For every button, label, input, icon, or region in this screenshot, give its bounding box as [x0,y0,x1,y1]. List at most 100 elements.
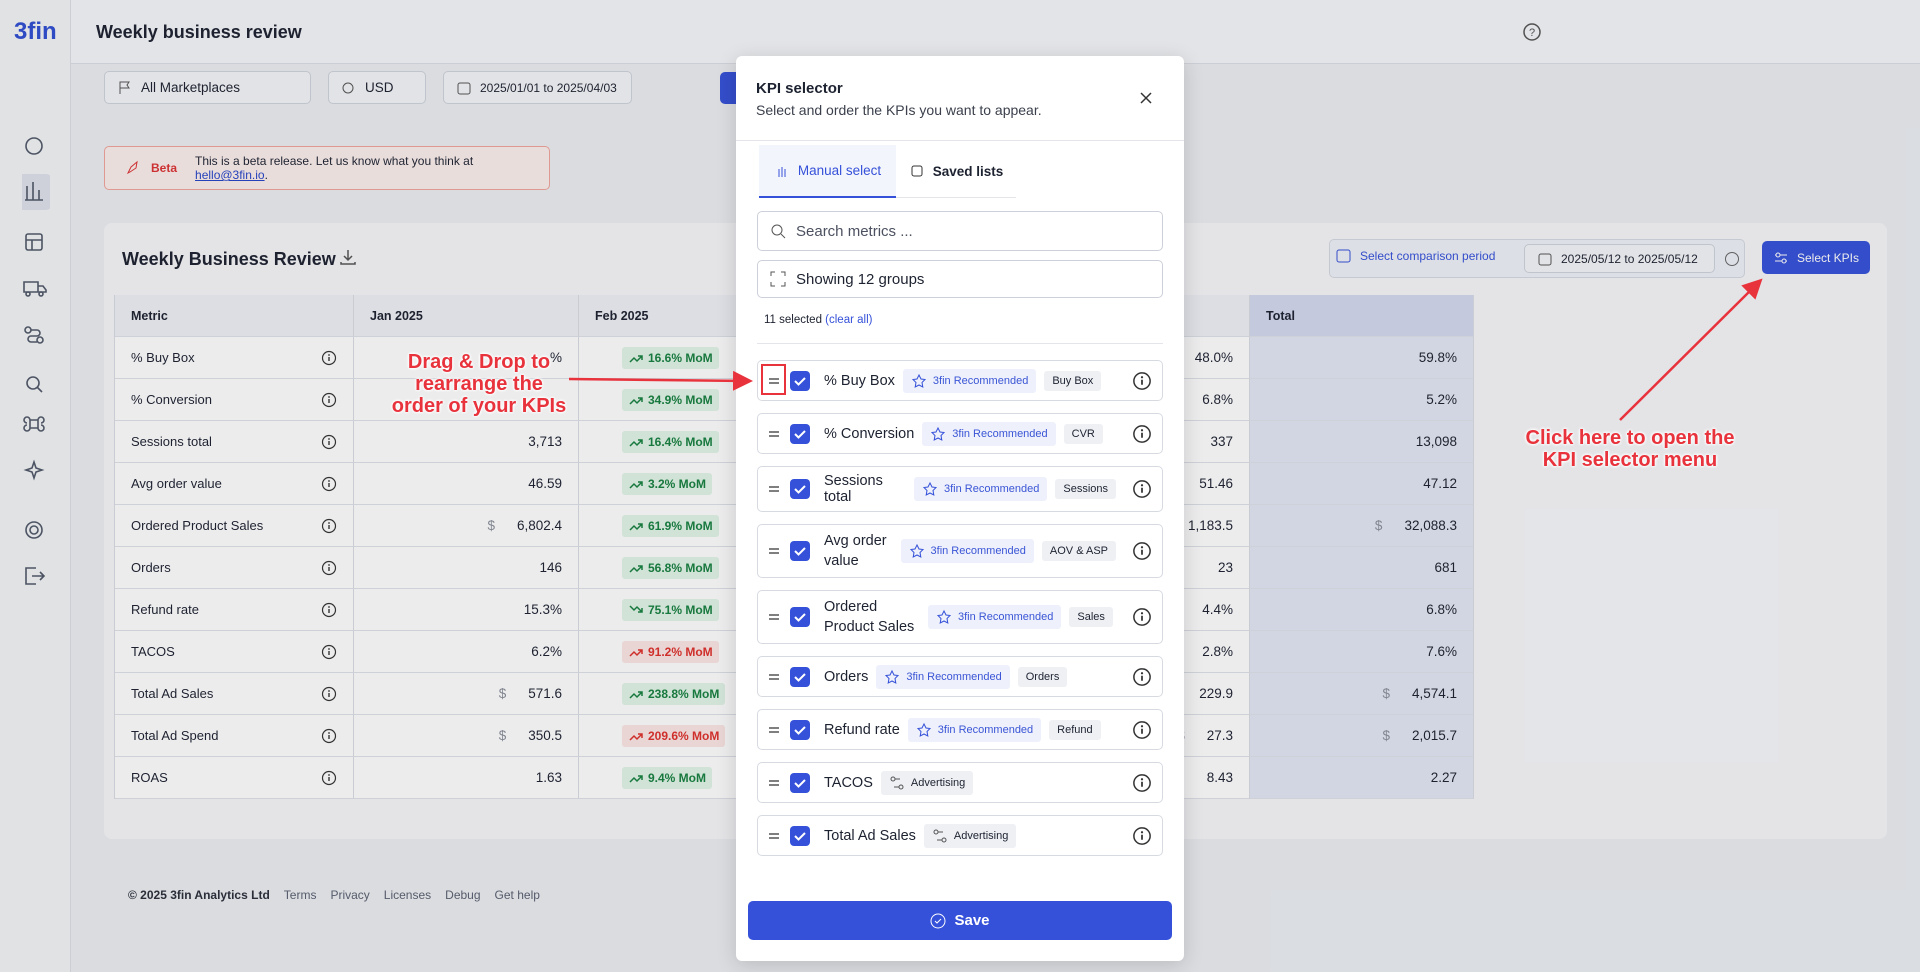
kpi-name: % Conversion [824,425,915,442]
value: 2.8% [1202,644,1233,659]
checkbox[interactable] [790,423,810,444]
kpi-item[interactable]: TACOS Advertising [757,762,1163,803]
info-icon [321,728,337,743]
date-range: 2025/01/01 to 2025/04/03 [480,80,617,95]
clear-all[interactable]: (clear all) [825,314,873,326]
date-select[interactable]: 2025/01/01 to 2025/04/03 [443,71,632,104]
select-kpis-button[interactable]: Select KPIs [1762,241,1870,274]
group-tag: Refund [1049,719,1101,740]
footer-link[interactable]: Licenses [383,888,432,902]
metric-cell: Total Ad Sales [115,673,354,715]
currency-select[interactable]: USD [328,71,426,104]
info-icon[interactable] [1724,251,1740,267]
annotation-line: Click here to open the [1525,427,1735,449]
group-label: Advertising [953,829,1009,842]
checkbox[interactable] [790,607,810,627]
download-icon[interactable] [338,247,358,267]
value: 3,713 [528,434,562,449]
value-cell [354,379,579,421]
trend-icon [629,648,643,657]
group-select[interactable]: Showing 12 groups [757,260,1163,298]
value-cell: $32,088.3 [1250,505,1474,547]
value-cell: 681 [1250,547,1474,589]
value-cell: $4,574.1 [1250,673,1474,715]
value: 6.8% [1202,392,1233,407]
mom-value: 16.6% MoM [648,350,713,365]
info-icon [321,518,337,533]
checkbox[interactable] [790,370,810,391]
recommended-label: 3fin Recommended [952,427,1048,440]
value-cell: 7.6% [1250,631,1474,673]
page-title: Weekly business review [96,22,302,42]
group-label: CVR [1071,427,1095,440]
metric-name: Total Ad Spend [131,728,219,743]
column-header: Metric [115,295,354,337]
highlight-box [761,364,786,395]
close-button[interactable] [1139,91,1153,105]
group-tag: Sales [1069,607,1113,627]
footer-link[interactable]: Get help [494,888,540,902]
checkbox[interactable] [790,541,810,561]
marketplace-select[interactable]: All Marketplaces [104,71,311,104]
logo[interactable]: 3fin [14,18,57,45]
kpi-item[interactable]: Total Ad Sales Advertising [757,815,1163,856]
group-tag: Advertising [880,770,974,795]
checkbox[interactable] [790,772,810,793]
checkbox[interactable] [790,666,810,687]
metric-cell: % Conversion [115,379,354,421]
kpi-item[interactable]: Sessions total 3fin Recommended Sessions [757,466,1163,512]
tab-saved[interactable]: Saved lists [896,145,1016,198]
value: 2.27 [1430,770,1457,785]
checkbox[interactable] [790,719,810,740]
save-button[interactable]: Save [748,901,1172,940]
currency: USD [365,80,394,95]
info-icon [321,560,337,575]
trend-icon [629,438,643,447]
metric-name: % Buy Box [131,350,195,365]
comparison-button[interactable]: Select comparison period [1336,248,1495,264]
kpi-item[interactable]: % Conversion 3fin Recommended CVR [757,413,1163,454]
group-tag: Buy Box [1044,370,1102,391]
coin-icon [342,82,354,93]
footer-link[interactable]: Terms [283,888,317,902]
currency: $ [498,728,507,743]
info-icon [1133,371,1151,390]
kpi-item[interactable]: Refund rate 3fin Recommended Refund [757,709,1163,750]
search-input[interactable]: Search metrics ... [757,211,1163,251]
value: 5.2% [1426,392,1457,407]
mom-value: 209.6% MoM [648,728,720,743]
kpi-item[interactable]: Orders 3fin Recommended Orders [757,656,1163,697]
kpi-item[interactable]: % Buy Box 3fin Recommended Buy Box [757,360,1163,401]
kpi-item[interactable]: Avg order value 3fin Recommended AOV & ASP [757,524,1163,578]
value: 6,802.4 [516,518,562,533]
help-icon[interactable]: ? [1522,22,1542,42]
nav-icons[interactable] [22,130,50,590]
beta-message: This is a beta release. Let us know what… [195,154,474,168]
tab-manual[interactable]: Manual select [759,145,896,198]
recommended-tag: 3fin Recommended [907,717,1042,742]
info-icon [1133,667,1151,686]
mom-value: 34.9% MoM [648,392,713,407]
checkbox[interactable] [790,479,810,499]
info-icon [321,476,337,491]
comparison-range: 2025/05/12 to 2025/05/12 [1561,251,1698,266]
group-label: Refund [1057,723,1093,736]
footer-link[interactable]: Privacy [330,888,370,902]
kpi-item[interactable]: Ordered Product Sales 3fin Recommended Sal… [757,590,1163,644]
value-cell: 15.3% [354,589,579,631]
comparison-date[interactable]: 2025/05/12 to 2025/05/12 [1524,244,1715,273]
comparison-box: Select comparison period 2025/05/12 to 2… [1329,239,1745,278]
info-icon [1133,424,1151,443]
divider [736,140,1184,141]
value: 350.5 [528,728,562,743]
value: 337 [1210,434,1233,449]
calendar-icon [457,82,471,94]
value-cell: 5.2% [1250,379,1474,421]
group-label: Buy Box [1052,374,1094,387]
footer-link[interactable]: Debug [445,888,481,902]
tab-label: Saved lists [932,163,1004,179]
focus-icon [770,271,786,287]
star-icon [916,722,931,737]
email-link[interactable]: hello@3fin.io [195,168,265,182]
checkbox[interactable] [790,825,810,846]
